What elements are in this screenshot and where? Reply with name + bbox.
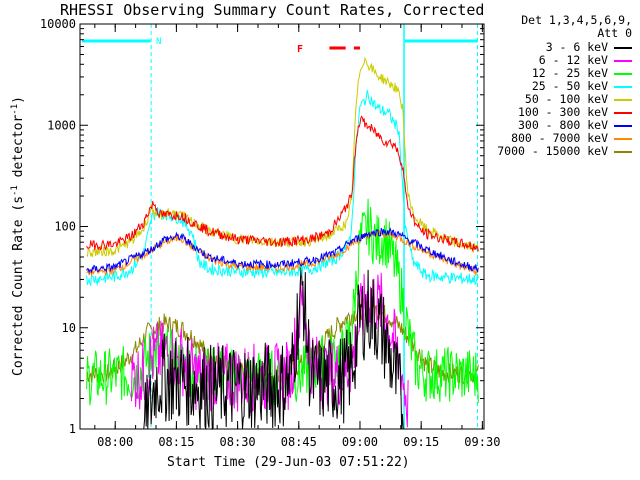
legend-entry: 100 - 300 keV bbox=[486, 106, 632, 119]
x-tick-label: 09:00 bbox=[342, 435, 378, 449]
legend-entry: 300 - 800 keV bbox=[486, 119, 632, 132]
legend: 3 - 6 keV 6 - 12 keV 12 - 25 keV 25 - 50 ke… bbox=[486, 41, 632, 158]
legend-label: 3 - 6 keV bbox=[545, 40, 608, 54]
night-flag-label: N bbox=[156, 37, 161, 47]
legend-entry: 800 - 7000 keV bbox=[486, 132, 632, 145]
y-tick-label: 10 bbox=[62, 321, 76, 335]
legend-entry: 50 - 100 keV bbox=[486, 93, 632, 106]
x-tick-label: 09:15 bbox=[403, 435, 439, 449]
series-line bbox=[143, 262, 404, 431]
legend-swatch bbox=[614, 59, 632, 62]
legend-swatch bbox=[614, 85, 632, 88]
legend-entry: 7000 - 15000 keV bbox=[486, 145, 632, 158]
legend-swatch bbox=[614, 98, 632, 101]
chart-title: RHESSI Observing Summary Count Rates, Co… bbox=[60, 1, 485, 19]
x-tick-label: 08:30 bbox=[220, 435, 256, 449]
x-tick-label: 09:30 bbox=[464, 435, 500, 449]
legend-label: 300 - 800 keV bbox=[517, 118, 608, 132]
flare-flag-label: F bbox=[297, 44, 303, 55]
x-tick-label: 08:00 bbox=[97, 435, 133, 449]
legend-label: 25 - 50 keV bbox=[531, 79, 608, 93]
legend-label: 6 - 12 keV bbox=[538, 53, 608, 67]
legend-swatch bbox=[614, 124, 632, 127]
y-tick-label: 1000 bbox=[47, 118, 76, 132]
y-tick-label: 100 bbox=[54, 220, 76, 234]
legend-header-line: Det 1,3,4,5,6,9, bbox=[521, 13, 632, 27]
series-line bbox=[86, 115, 479, 252]
legend-entry: 12 - 25 keV bbox=[486, 67, 632, 80]
series-line bbox=[86, 227, 479, 275]
y-tick-label: 1 bbox=[69, 422, 76, 436]
legend-swatch bbox=[614, 72, 632, 75]
y-tick-label: 10000 bbox=[40, 17, 76, 31]
legend-entry: 25 - 50 keV bbox=[486, 80, 632, 93]
x-tick-label: 08:15 bbox=[158, 435, 194, 449]
x-tick-label: 08:45 bbox=[281, 435, 317, 449]
legend-label: 100 - 300 keV bbox=[517, 105, 608, 119]
legend-entry: 3 - 6 keV bbox=[486, 41, 632, 54]
y-axis-label: Corrected Count Rate (s-1 detector-1) bbox=[10, 96, 26, 376]
x-axis-label: Start Time (29-Jun-03 07:51:22) bbox=[167, 455, 410, 470]
legend-label: 800 - 7000 keV bbox=[511, 131, 608, 145]
legend-swatch bbox=[614, 46, 632, 49]
legend-entry: 6 - 12 keV bbox=[486, 54, 632, 67]
legend-label: 12 - 25 keV bbox=[531, 66, 608, 80]
legend-header-line: Att 0 bbox=[597, 26, 632, 40]
legend-label: 50 - 100 keV bbox=[524, 92, 608, 106]
legend-swatch bbox=[614, 111, 632, 114]
series-line bbox=[86, 89, 479, 287]
legend-label: 7000 - 15000 keV bbox=[497, 144, 608, 158]
legend-header: Det 1,3,4,5,6,9, Att 0 bbox=[490, 14, 632, 40]
legend-swatch bbox=[614, 150, 632, 153]
legend-swatch bbox=[614, 137, 632, 140]
